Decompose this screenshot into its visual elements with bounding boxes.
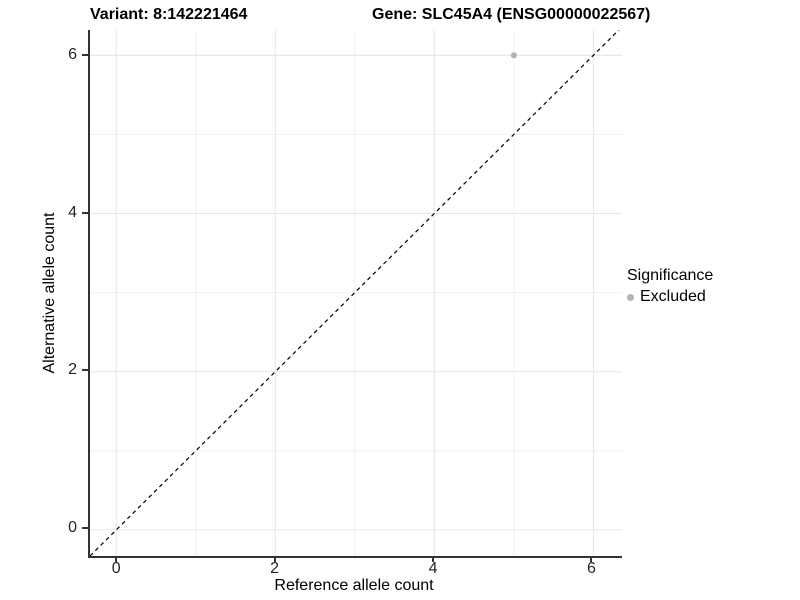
y-tick-mark [82, 211, 88, 214]
x-tick-label: 0 [111, 560, 121, 577]
excluded-point-icon [627, 293, 634, 301]
x-axis-title: Reference allele count [274, 577, 434, 594]
y-tick-label: 6 [68, 46, 77, 64]
plot-canvas [90, 30, 622, 556]
y-tick-label: 0 [68, 518, 77, 536]
legend-item-label: Excluded [640, 288, 706, 305]
legend-item-excluded: Excluded [627, 288, 713, 306]
legend-title: Significance [627, 267, 714, 284]
x-tick-mark [432, 556, 435, 562]
plot-panel [88, 30, 622, 558]
y-tick-label: 2 [68, 361, 77, 379]
legend: Significance Excluded [627, 267, 713, 306]
y-tick-mark [82, 526, 88, 529]
x-tick-label: 2 [270, 560, 280, 577]
variant-title: Variant: 8:142221464 [90, 6, 248, 23]
x-tick-mark [115, 556, 118, 562]
x-tick-mark [590, 556, 593, 562]
x-tick-label: 6 [587, 560, 596, 577]
x-tick-mark [273, 556, 276, 562]
y-tick-mark [82, 369, 88, 372]
y-tick-label: 4 [68, 203, 77, 221]
y-tick-mark [82, 54, 88, 57]
y-axis-title: Alternative allele count [41, 212, 58, 374]
x-tick-label: 4 [428, 560, 438, 577]
gene-title: Gene: SLC45A4 (ENSG00000022567) [372, 6, 651, 23]
